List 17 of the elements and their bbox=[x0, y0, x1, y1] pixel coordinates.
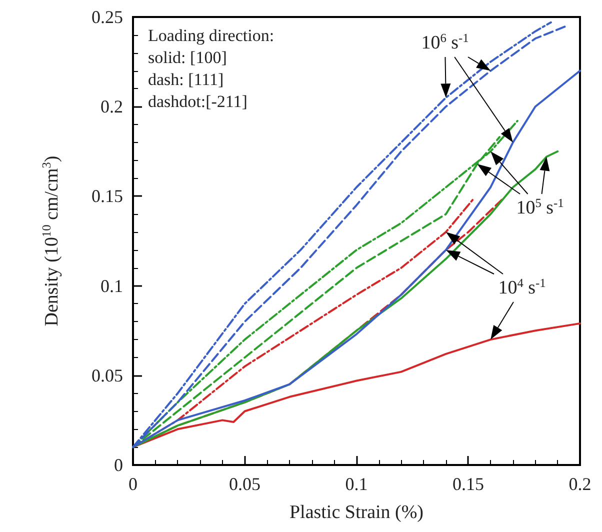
x-tick-label: 0 bbox=[128, 474, 138, 494]
y-tick-label: 0 bbox=[114, 455, 123, 475]
y-axis-title: Density (1010 cm/cm3) bbox=[40, 156, 62, 326]
y-tick-label: 0.1 bbox=[100, 276, 123, 296]
annotation: Loading direction: bbox=[148, 26, 274, 45]
x-tick-label: 0.2 bbox=[568, 474, 592, 494]
annotation: dashdot:[-211] bbox=[148, 92, 248, 111]
y-tick-label: 0.25 bbox=[92, 7, 123, 27]
annotation: dash: [111] bbox=[148, 70, 224, 89]
y-tick-label: 0.05 bbox=[92, 365, 123, 386]
x-tick-label: 0.05 bbox=[229, 474, 260, 494]
y-tick-label: 0.15 bbox=[92, 186, 123, 206]
x-tick-label: 0.15 bbox=[452, 474, 484, 494]
annotation: solid: [100] bbox=[148, 48, 227, 67]
x-tick-label: 0.1 bbox=[345, 474, 368, 494]
x-axis-title: Plastic Strain (%) bbox=[289, 502, 424, 523]
y-tick-label: 0.2 bbox=[100, 96, 123, 117]
